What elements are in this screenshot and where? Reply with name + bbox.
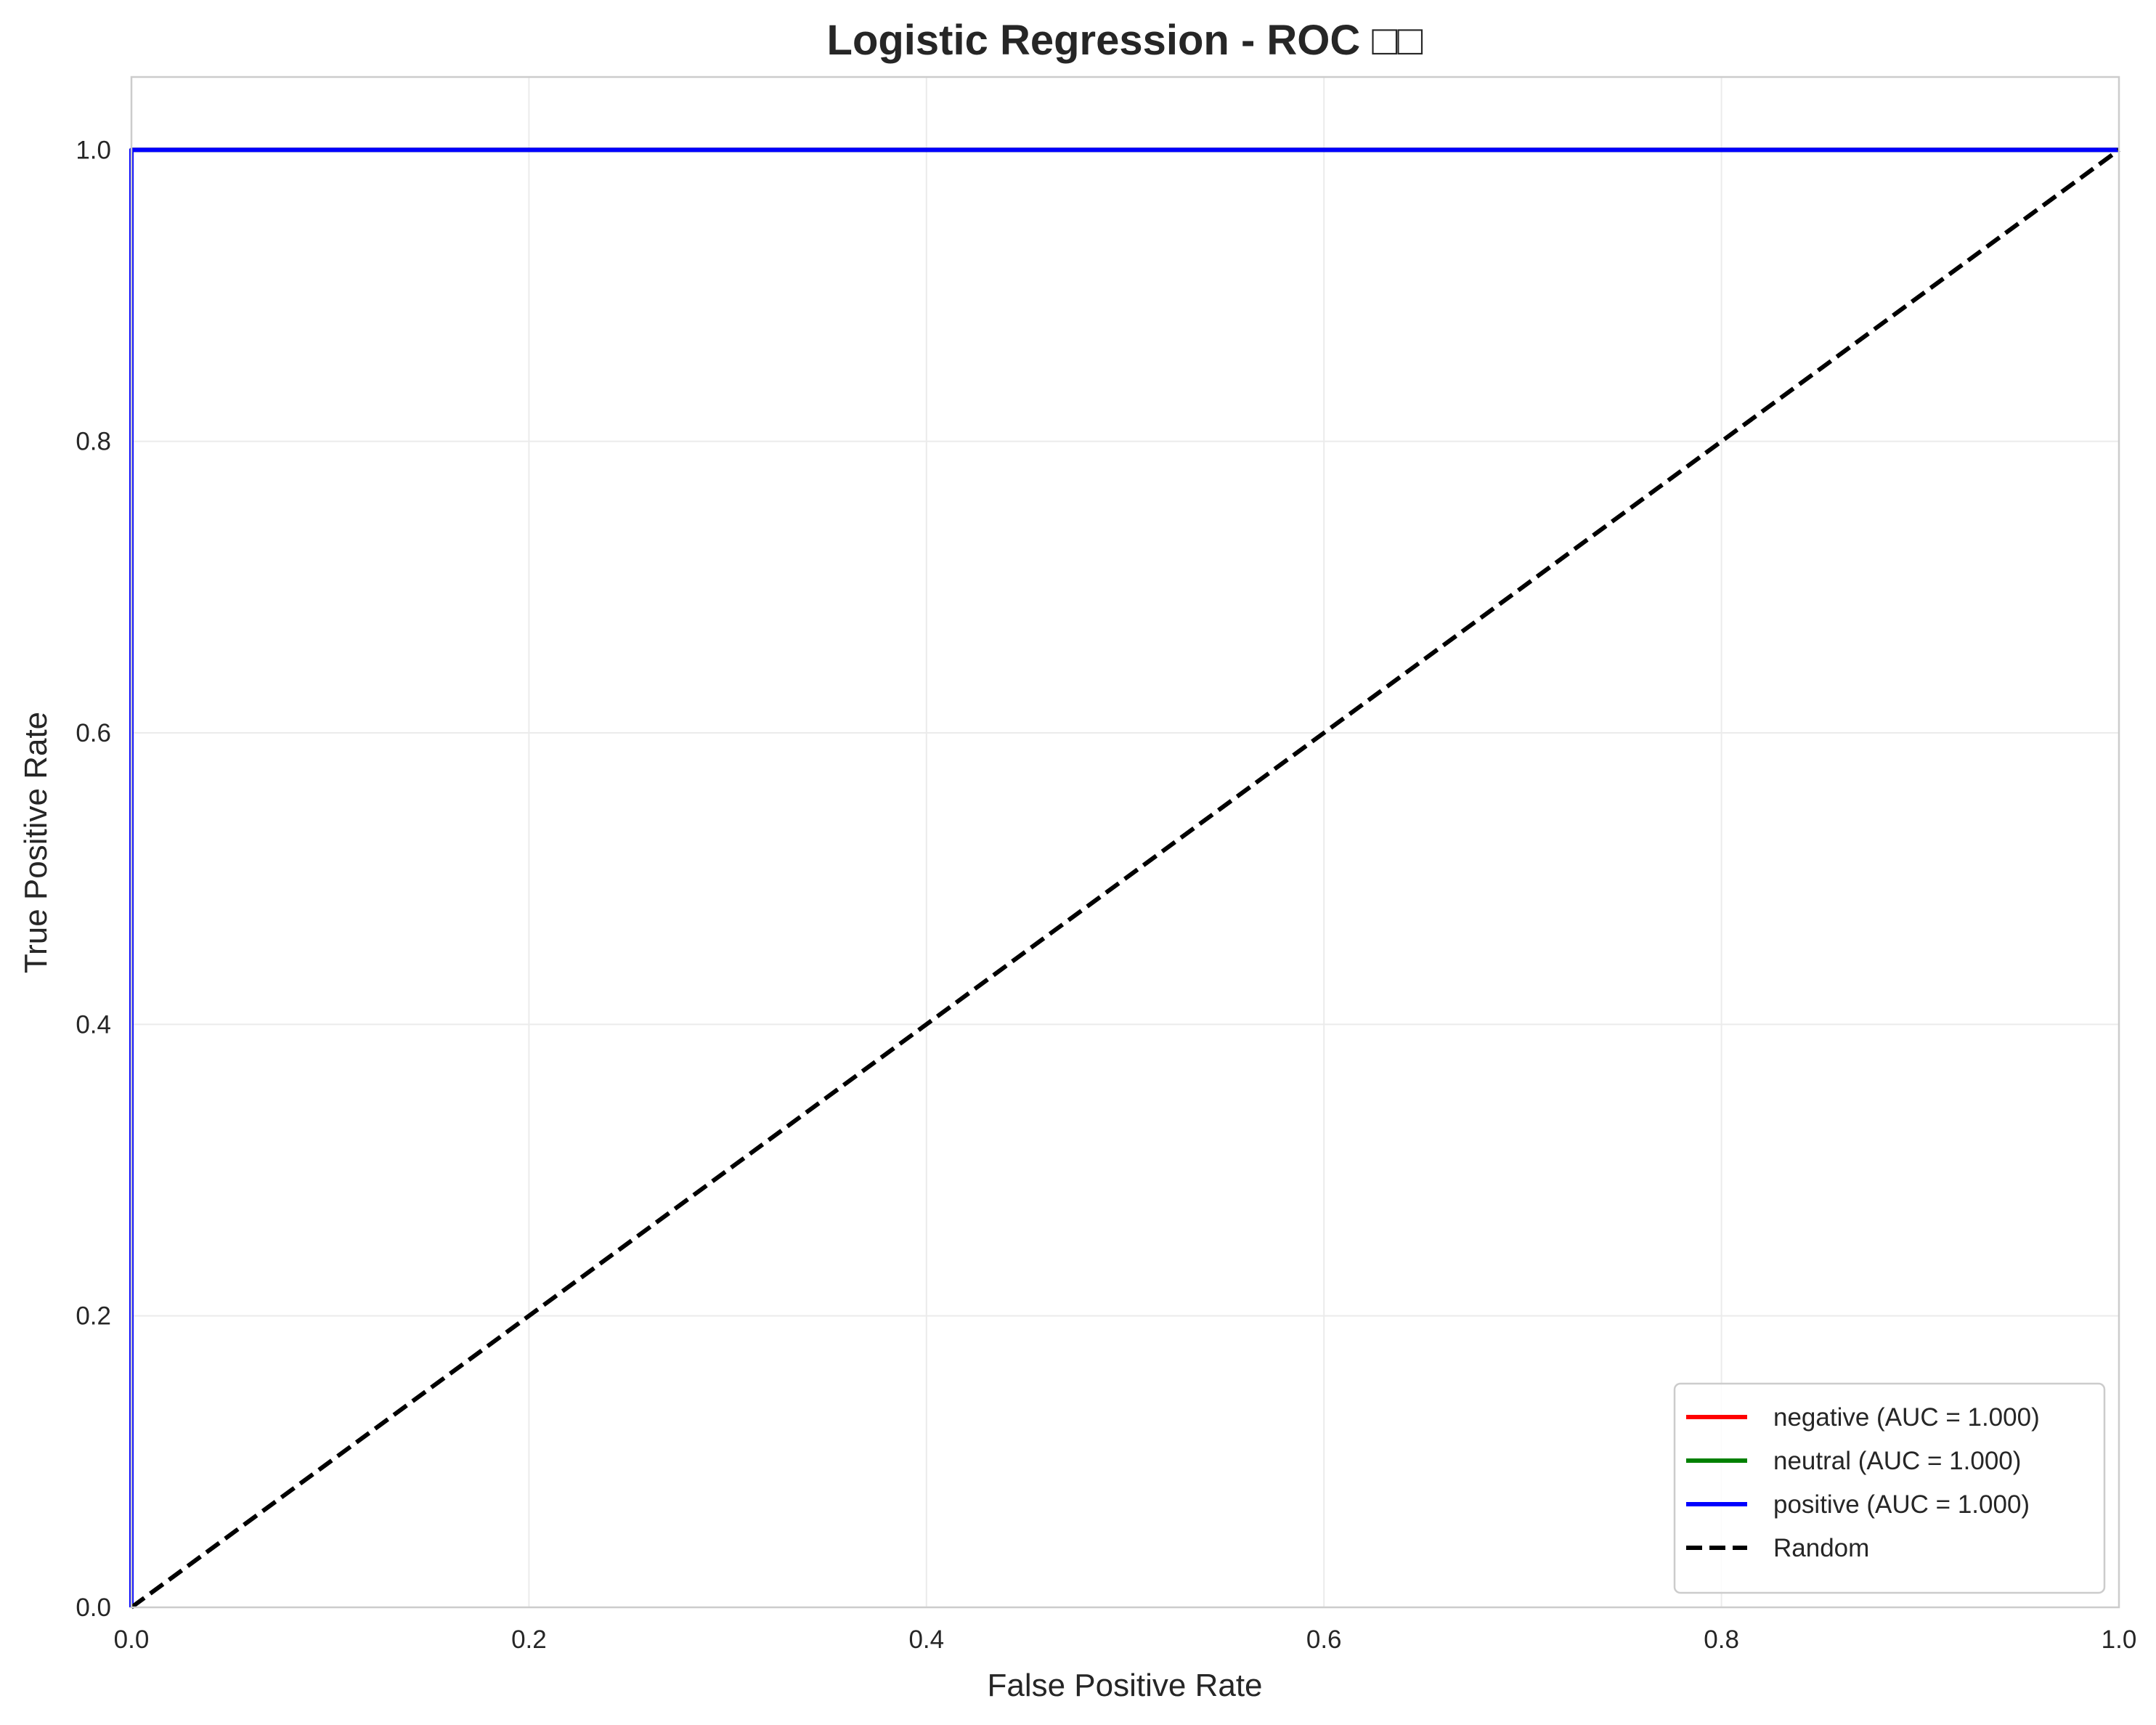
x-axis-label: False Positive Rate [987,1668,1262,1703]
y-tick-label: 0.4 [76,1010,111,1039]
x-tick-label: 1.0 [2102,1625,2137,1654]
tick-labels: 0.0 0.2 0.4 0.6 0.8 1.0 0.0 0.2 0.4 0.6 0.8 1.0 [76,136,2136,1654]
x-tick-label: 0.0 [114,1625,150,1654]
y-tick-label: 0.6 [76,719,111,747]
y-tick-label: 0.8 [76,428,111,456]
y-axis-label: True Positive Rate [18,712,54,973]
legend-label: Random [1773,1534,1869,1562]
legend-label: positive (AUC = 1.000) [1773,1490,2030,1519]
y-tick-label: 1.0 [76,136,111,164]
x-tick-label: 0.2 [511,1625,547,1654]
legend-box [1673,1382,2106,1594]
gridlines [131,77,2120,1608]
chart-title: Logistic Regression - ROC □□ [827,17,1423,64]
legend: negative (AUC = 1.000) neutral (AUC = 1.0… [1673,1382,2106,1594]
x-tick-label: 0.6 [1306,1625,1342,1654]
y-tick-label: 0.0 [76,1594,111,1622]
series-line-random [130,147,2120,1610]
plot-frame [130,76,2120,1609]
x-tick-label: 0.8 [1704,1625,1739,1654]
y-tick-label: 0.2 [76,1302,111,1331]
legend-label: neutral (AUC = 1.000) [1773,1447,2021,1475]
x-tick-label: 0.4 [908,1625,944,1654]
legend-label: negative (AUC = 1.000) [1773,1403,2040,1432]
